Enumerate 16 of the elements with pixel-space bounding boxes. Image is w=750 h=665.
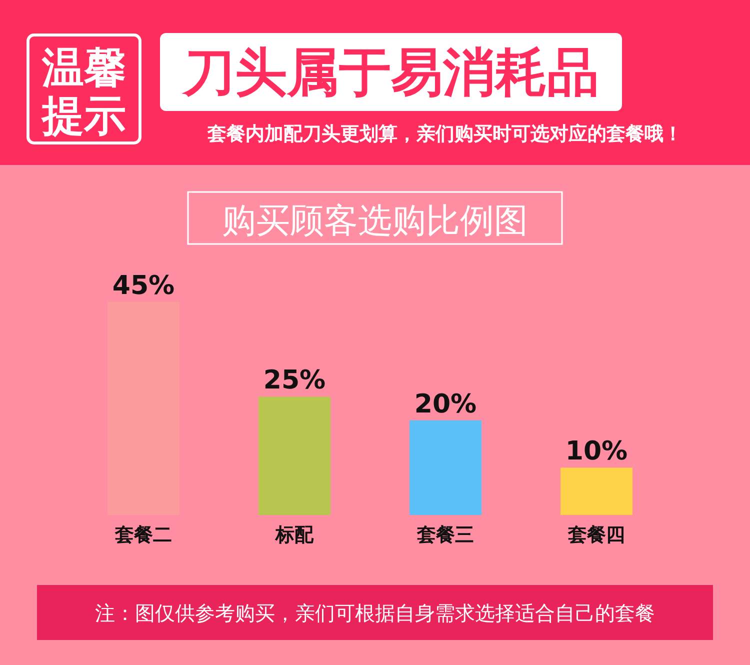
text: 注：图仅供参考购买，亲们可根据自身需求选择适合自己的套餐 <box>95 601 655 625</box>
x-tick-label: 套餐三 <box>416 524 474 546</box>
data-label: 20% <box>414 389 477 420</box>
x-tick-label: 套餐二 <box>114 524 172 546</box>
chart-title: 购买顾客选购比例图 <box>222 201 528 241</box>
bar <box>258 396 330 515</box>
data-label: 10% <box>565 436 628 467</box>
bar <box>560 468 632 515</box>
bar <box>410 420 482 515</box>
x-tick-label: 套餐四 <box>567 524 625 546</box>
text: 套餐内加配刀头更划算，亲们购买时可选对应的套餐哦！ <box>206 123 682 145</box>
text: 刀头属于易消耗品 <box>181 43 599 103</box>
data-label: 25% <box>263 366 326 396</box>
data-label: 45% <box>112 271 175 301</box>
text: 温馨提示 <box>40 43 126 140</box>
x-tick-label: 标配 <box>274 524 314 546</box>
